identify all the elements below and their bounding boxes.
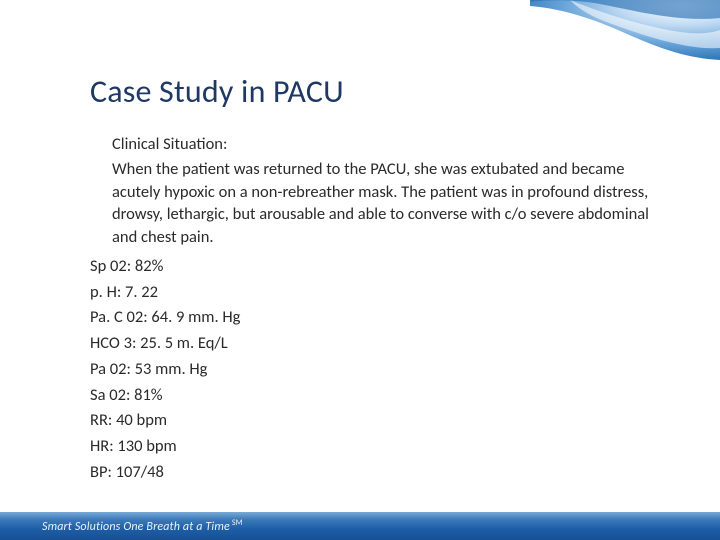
- slide-title: Case Study in PACU: [90, 72, 660, 111]
- vital-line: HCO 3: 25. 5 m. Eq/L: [90, 332, 660, 355]
- clinical-situation-heading: Clinical Situation:: [112, 133, 660, 156]
- vital-line: RR: 40 bpm: [90, 409, 660, 432]
- vital-line: p. H: 7. 22: [90, 281, 660, 304]
- vital-line: Pa 02: 53 mm. Hg: [90, 358, 660, 381]
- footer-trademark: SM: [232, 518, 243, 528]
- clinical-situation-paragraph: When the patient was returned to the PAC…: [112, 158, 650, 249]
- vitals-list: Sp 02: 82% p. H: 7. 22Pa. C 02: 64. 9 mm.…: [90, 255, 660, 484]
- footer-tagline-text: Smart Solutions One Breath at a Time: [42, 520, 230, 534]
- footer-tagline: Smart Solutions One Breath at a TimeSM: [42, 518, 243, 534]
- vital-line: BP: 107/48: [90, 461, 660, 484]
- vital-line: Sa 02: 81%: [90, 384, 660, 407]
- vital-line: Pa. C 02: 64. 9 mm. Hg: [90, 306, 660, 329]
- slide-content: Case Study in PACU Clinical Situation: W…: [90, 72, 660, 487]
- top-bar: [0, 0, 720, 48]
- vital-line: HR: 130 bpm: [90, 435, 660, 458]
- vital-line: Sp 02: 82%: [90, 255, 660, 278]
- body-text-block: Clinical Situation: When the patient was…: [90, 133, 660, 484]
- footer-bar: Smart Solutions One Breath at a TimeSM: [0, 512, 720, 540]
